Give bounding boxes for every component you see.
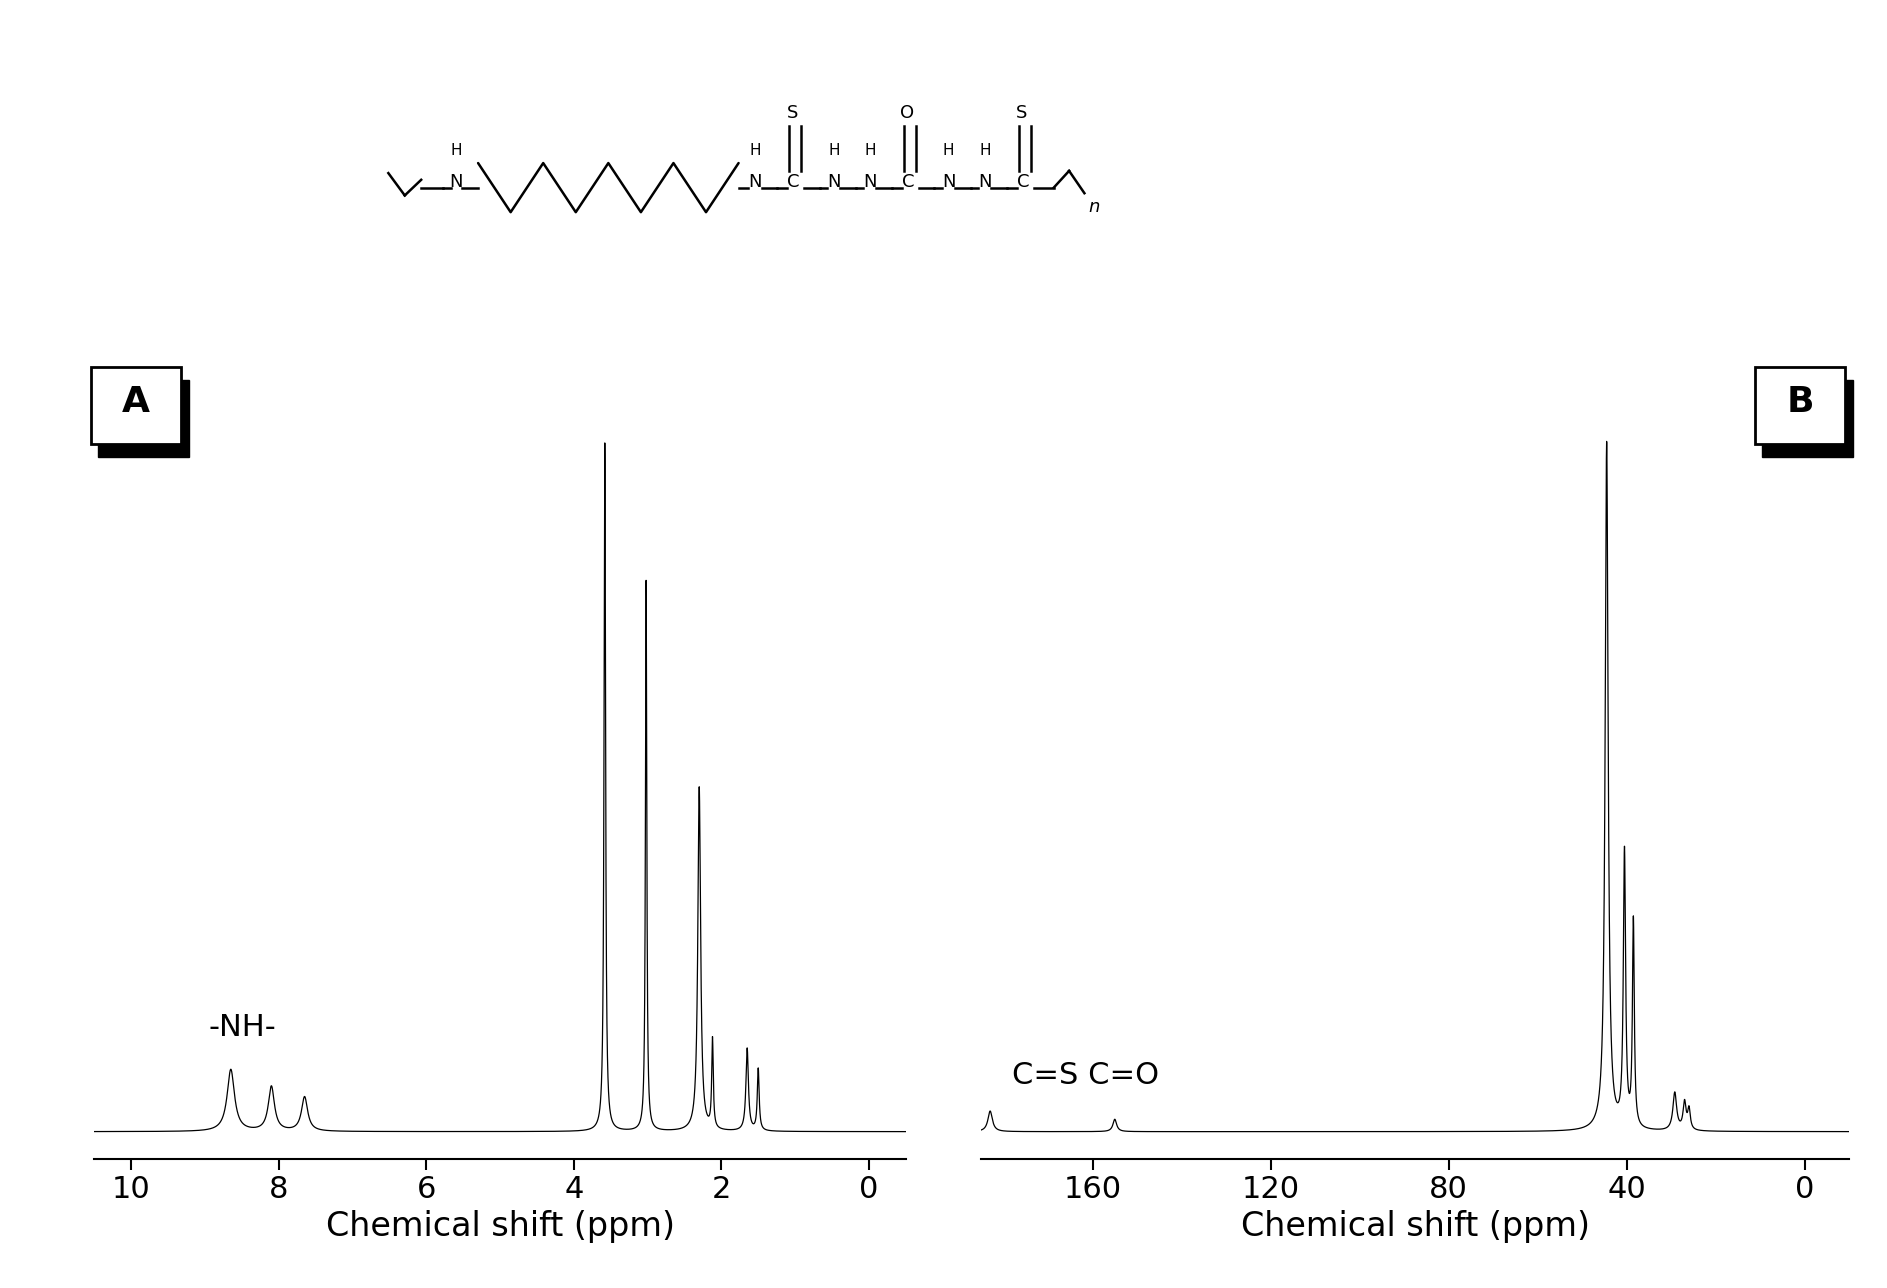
Text: C: C (1017, 173, 1030, 191)
Text: N: N (942, 173, 955, 191)
Text: N: N (449, 173, 462, 191)
Text: C: C (902, 173, 915, 191)
Text: S: S (787, 104, 798, 122)
Text: C=S C=O: C=S C=O (1013, 1061, 1159, 1091)
Text: O: O (900, 104, 913, 122)
X-axis label: Chemical shift (ppm): Chemical shift (ppm) (326, 1209, 674, 1243)
Text: H: H (864, 143, 876, 158)
Text: N: N (977, 173, 991, 191)
Text: H: H (451, 143, 462, 158)
Text: N: N (827, 173, 840, 191)
Text: H: H (979, 143, 991, 158)
Text: $n$: $n$ (1089, 197, 1100, 215)
Text: B: B (1787, 385, 1813, 419)
Text: N: N (749, 173, 762, 191)
X-axis label: Chemical shift (ppm): Chemical shift (ppm) (1242, 1209, 1589, 1243)
Text: A: A (123, 385, 149, 419)
Text: C: C (787, 173, 800, 191)
Text: -NH-: -NH- (209, 1014, 276, 1042)
Text: N: N (862, 173, 877, 191)
Text: H: H (828, 143, 840, 158)
Text: H: H (749, 143, 760, 158)
Text: S: S (1017, 104, 1028, 122)
Text: H: H (944, 143, 955, 158)
